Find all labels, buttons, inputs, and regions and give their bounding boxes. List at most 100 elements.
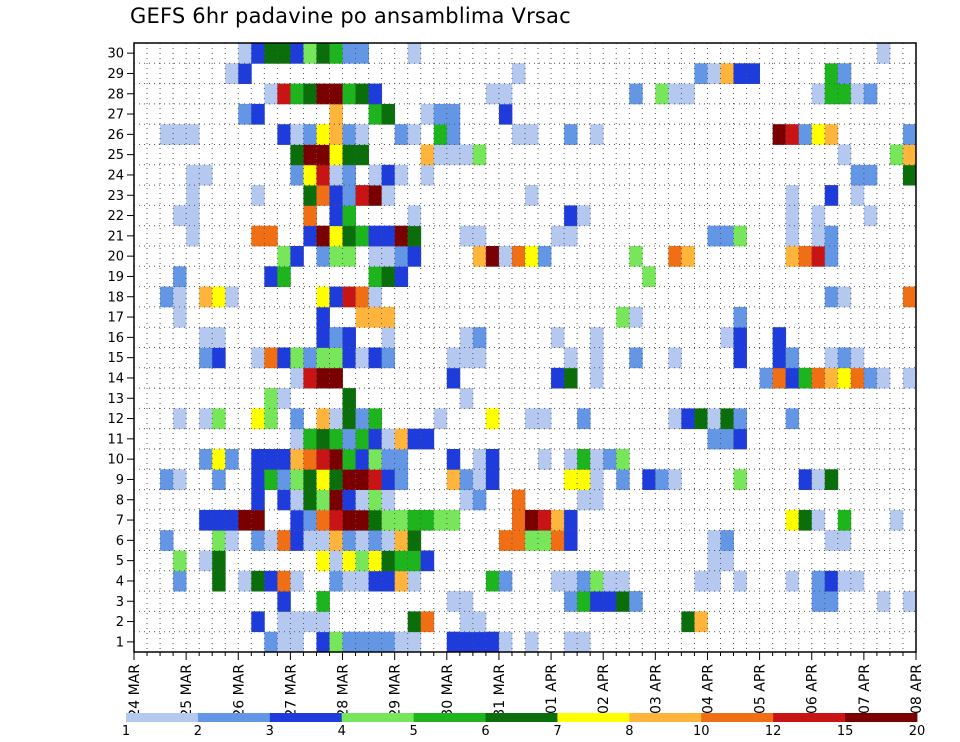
precip-cell bbox=[238, 43, 252, 64]
precip-cell bbox=[303, 205, 317, 227]
precip-cell bbox=[538, 449, 552, 470]
precip-cell bbox=[316, 306, 330, 328]
precip-cell bbox=[850, 347, 865, 369]
colorbar-segment bbox=[126, 713, 199, 722]
precip-cell bbox=[485, 246, 500, 267]
precip-cell bbox=[459, 611, 474, 633]
precip-cell bbox=[264, 408, 278, 430]
precip-cell bbox=[564, 631, 578, 653]
precip-cell bbox=[720, 408, 734, 430]
precip-cell bbox=[368, 489, 383, 511]
precip-cell bbox=[551, 570, 565, 592]
colorbar-segment bbox=[485, 713, 558, 722]
precip-cell bbox=[199, 286, 213, 308]
precip-cell bbox=[277, 43, 291, 64]
precip-cell bbox=[824, 347, 839, 369]
precip-cell bbox=[564, 225, 578, 247]
precip-cell bbox=[394, 225, 409, 247]
precip-cell bbox=[394, 631, 409, 653]
precip-cell bbox=[316, 246, 330, 267]
precip-cell bbox=[329, 185, 343, 206]
precip-cell bbox=[459, 489, 474, 511]
precip-cell bbox=[251, 347, 265, 369]
precip-cell bbox=[303, 124, 317, 145]
y-tick-label: 16 bbox=[107, 331, 124, 346]
precip-cell bbox=[459, 388, 474, 409]
precip-cell bbox=[720, 550, 734, 572]
precip-cell bbox=[433, 144, 448, 166]
precip-cell bbox=[329, 43, 343, 64]
precip-cell bbox=[577, 469, 591, 490]
precip-cell bbox=[511, 63, 526, 84]
precip-cell bbox=[290, 489, 304, 511]
precip-cell bbox=[290, 408, 304, 430]
precip-cell bbox=[316, 43, 330, 64]
precip-cell bbox=[511, 246, 526, 267]
precip-cell bbox=[525, 408, 539, 430]
precip-cell bbox=[655, 469, 669, 490]
precip-cell bbox=[446, 591, 461, 612]
y-tick-label: 23 bbox=[107, 189, 124, 204]
precip-cell bbox=[459, 469, 474, 490]
precip-cell bbox=[251, 611, 265, 633]
precip-cell bbox=[290, 367, 304, 389]
precip-cell bbox=[733, 225, 747, 247]
precip-cell bbox=[342, 144, 356, 166]
precip-cell bbox=[694, 611, 708, 633]
precip-cell bbox=[498, 83, 513, 105]
precip-cell bbox=[160, 469, 174, 490]
precip-cell bbox=[251, 469, 265, 490]
precip-cell bbox=[394, 266, 409, 287]
colorbar-segment bbox=[773, 713, 846, 722]
precip-cell bbox=[485, 631, 500, 653]
precip-cell bbox=[446, 469, 461, 490]
precip-cell bbox=[798, 509, 813, 531]
precip-cell bbox=[472, 347, 487, 369]
y-tick-label: 29 bbox=[107, 67, 124, 82]
precip-cell bbox=[785, 347, 800, 369]
precip-cell bbox=[668, 246, 682, 267]
precip-cell bbox=[329, 103, 343, 125]
precip-cell bbox=[564, 347, 578, 369]
precip-cell bbox=[590, 327, 604, 348]
precip-cell bbox=[837, 286, 852, 308]
precip-cell bbox=[381, 428, 396, 450]
precip-cell bbox=[381, 631, 396, 653]
precip-cell bbox=[355, 489, 369, 511]
precip-cell bbox=[590, 469, 604, 490]
y-tick-label: 12 bbox=[107, 412, 124, 427]
precip-cell bbox=[368, 286, 383, 308]
precip-cell bbox=[811, 570, 826, 592]
colorbar-segment bbox=[629, 713, 702, 722]
precip-cell bbox=[433, 509, 448, 531]
precip-cell bbox=[551, 225, 565, 247]
precip-cell bbox=[277, 469, 291, 490]
precip-cell bbox=[303, 367, 317, 389]
precip-cell bbox=[381, 225, 396, 247]
precip-cell bbox=[355, 225, 369, 247]
precip-cell bbox=[290, 164, 304, 186]
precip-cell bbox=[290, 428, 304, 450]
y-tick-label: 6 bbox=[116, 534, 124, 549]
precip-cell bbox=[316, 144, 330, 166]
precip-cell bbox=[472, 144, 487, 166]
precip-cell bbox=[329, 327, 343, 348]
precip-cell bbox=[707, 550, 721, 572]
precip-cell bbox=[381, 449, 396, 470]
y-tick-label: 25 bbox=[107, 148, 124, 163]
precip-cell bbox=[355, 530, 369, 551]
precip-cell bbox=[316, 286, 330, 308]
y-tick-label: 3 bbox=[116, 595, 124, 610]
precip-cell bbox=[525, 246, 539, 267]
precip-cell bbox=[889, 509, 904, 531]
precip-cell bbox=[420, 611, 435, 633]
precip-cell bbox=[577, 570, 591, 592]
precip-cell bbox=[459, 347, 474, 369]
precip-cell bbox=[590, 489, 604, 511]
precip-cell bbox=[342, 286, 356, 308]
colorbar-segment bbox=[845, 713, 918, 722]
precip-cell bbox=[212, 286, 226, 308]
precip-cell bbox=[381, 164, 396, 186]
precip-cell bbox=[824, 83, 839, 105]
